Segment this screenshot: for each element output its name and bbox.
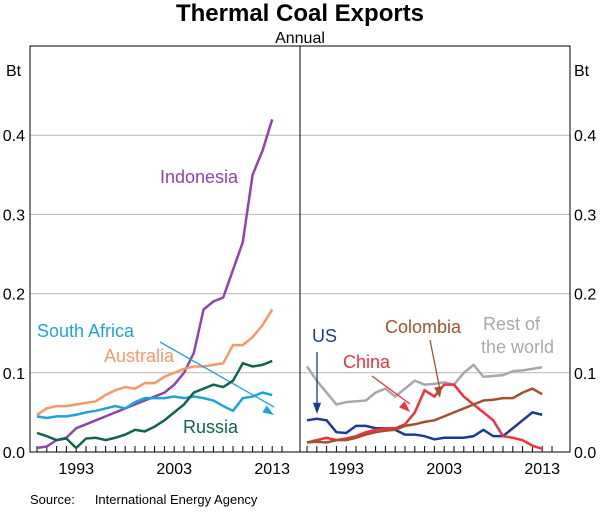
- x-tick-label: 2003: [156, 461, 192, 478]
- x-tick-label: 1993: [58, 461, 94, 478]
- arrow-colombia: [429, 339, 441, 391]
- series-line-colombia: [306, 387, 543, 444]
- series-label-south-africa: South Africa: [37, 321, 135, 341]
- y-tick-label-right: 0.3: [574, 207, 596, 224]
- source-label: Source:: [30, 492, 75, 507]
- arrowhead-china: [398, 401, 410, 412]
- series-label-indonesia: Indonesia: [160, 167, 239, 187]
- arrowhead-colombia: [434, 386, 443, 398]
- series-line-us: [306, 411, 543, 441]
- series-label-rest-of-the-world: the world: [481, 337, 554, 357]
- chart-subtitle: Annual: [275, 30, 325, 47]
- y-tick-label-left: 0.1: [3, 366, 25, 383]
- x-tick-label: 2013: [254, 461, 290, 478]
- series-line-south-africa: [36, 391, 273, 420]
- arrow-south-africa: [159, 341, 275, 408]
- series-line-australia: [36, 308, 274, 416]
- chart-title: Thermal Coal Exports: [175, 0, 425, 27]
- series-label-colombia: Colombia: [385, 317, 462, 337]
- series-line-china: [306, 383, 543, 451]
- arrowhead-us: [312, 402, 322, 414]
- x-tick-label: 2013: [524, 461, 560, 478]
- arrowhead-south-africa: [262, 405, 274, 415]
- series-line-indonesia: [36, 118, 274, 450]
- y-tick-label-left: 0.3: [3, 207, 25, 224]
- series-label-russia: Russia: [183, 417, 239, 437]
- arrow-china: [371, 375, 411, 405]
- series-label-australia: Australia: [104, 346, 175, 366]
- y-unit-right: Bt: [574, 63, 590, 80]
- y-tick-label-right: 0.2: [574, 287, 596, 304]
- y-tick-label-left: 0.4: [3, 128, 25, 145]
- y-tick-label-right: 0.0: [574, 445, 596, 462]
- y-tick-label-left: 0.0: [3, 445, 25, 462]
- y-tick-label-left: 0.2: [3, 287, 25, 304]
- series-line-rest-of-the-world: [305, 363, 543, 406]
- source-text: International Energy Agency: [94, 492, 258, 507]
- y-tick-label-right: 0.1: [574, 366, 596, 383]
- x-tick-label: 2003: [426, 461, 462, 478]
- x-tick-label: 1993: [328, 461, 364, 478]
- source-note: Source: International Energy Agency: [30, 492, 277, 507]
- y-unit-left: Bt: [6, 63, 22, 80]
- series-label-us: US: [312, 326, 337, 346]
- series-label-rest-of-the-world: Rest of: [483, 314, 541, 334]
- series-label-china: China: [343, 352, 391, 372]
- y-tick-label-right: 0.4: [574, 128, 596, 145]
- series-line-russia: [36, 359, 273, 450]
